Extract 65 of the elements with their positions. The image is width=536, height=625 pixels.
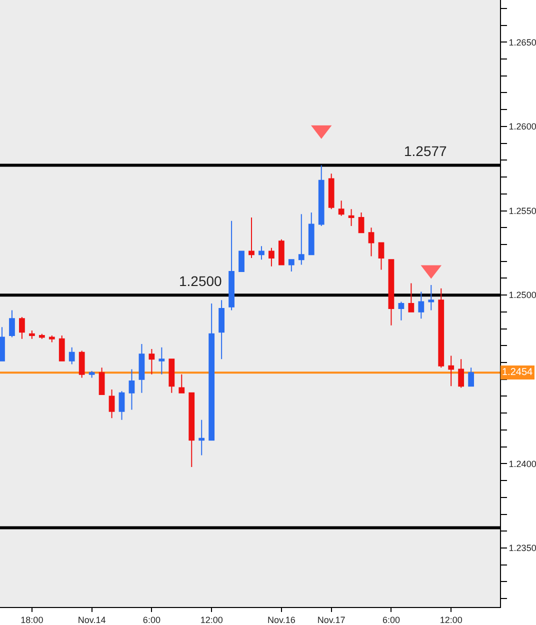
ref-line-label: 1.2500 — [179, 273, 222, 289]
candlestick — [28, 330, 35, 340]
candlestick — [378, 242, 384, 270]
ref-line-label: 1.2454 — [502, 367, 534, 378]
x-tick-label: Nov.14 — [78, 614, 106, 625]
candlestick — [188, 392, 195, 468]
candlestick — [338, 200, 344, 216]
x-tick-label: 6:00 — [382, 614, 400, 625]
candlestick — [19, 316, 25, 340]
candlestick — [228, 220, 234, 311]
candlestick — [258, 246, 264, 260]
candlestick — [78, 350, 85, 378]
candlestick — [0, 326, 5, 362]
candlestick — [278, 238, 284, 266]
candlestick — [98, 367, 105, 396]
candlestick — [218, 300, 224, 360]
candlestick — [408, 282, 414, 312]
x-tick-label: 12:00 — [200, 614, 223, 625]
candlestick — [148, 348, 155, 375]
x-tick-label: 12:00 — [440, 614, 462, 625]
candlestick — [318, 164, 324, 226]
y-tick-label: 1.2650 — [508, 37, 536, 48]
candlestick — [138, 343, 145, 394]
candlestick — [108, 388, 115, 419]
candlestick — [238, 250, 244, 272]
candlestick — [88, 370, 95, 378]
ref-line-label: 1.2577 — [404, 143, 448, 159]
candlestick — [68, 346, 75, 365]
candlestick — [38, 333, 45, 340]
y-tick-label: 1.2350 — [508, 543, 536, 554]
candlestick — [428, 284, 434, 311]
candlestick — [58, 335, 65, 362]
candlestick — [448, 355, 454, 387]
y-tick-label: 1.2600 — [508, 122, 536, 132]
candlestick — [178, 374, 185, 394]
y-tick-label: 1.2400 — [508, 458, 536, 469]
candlestick — [288, 259, 294, 272]
candlestick — [358, 212, 364, 234]
x-tick-label: Nov.16 — [268, 614, 296, 625]
candlestick — [128, 368, 135, 410]
x-tick-label: 18:00 — [20, 614, 44, 625]
candlestick — [248, 217, 254, 258]
candlestick — [268, 247, 274, 267]
candlestick — [298, 214, 304, 266]
x-tick-label: Nov.17 — [317, 614, 346, 625]
candlestick — [388, 259, 394, 326]
y-tick-label: 1.2500 — [508, 290, 536, 300]
candlestick — [48, 335, 55, 343]
candlestick — [348, 208, 354, 226]
candlestick — [9, 310, 15, 338]
candlestick — [458, 358, 464, 388]
candlestick — [168, 358, 175, 394]
candlestick — [118, 390, 125, 420]
candlestick — [398, 301, 404, 321]
candlestick — [158, 346, 165, 375]
x-tick-label: 6:00 — [142, 614, 160, 625]
candlestick — [208, 303, 215, 441]
candlestick — [468, 367, 474, 387]
candlestick — [438, 288, 444, 368]
candlestick — [328, 173, 334, 210]
candlestick — [308, 212, 314, 256]
y-tick-label: 1.2550 — [508, 206, 536, 216]
candlestick — [198, 419, 205, 456]
candlestick — [418, 291, 424, 320]
candlestick — [368, 227, 374, 257]
